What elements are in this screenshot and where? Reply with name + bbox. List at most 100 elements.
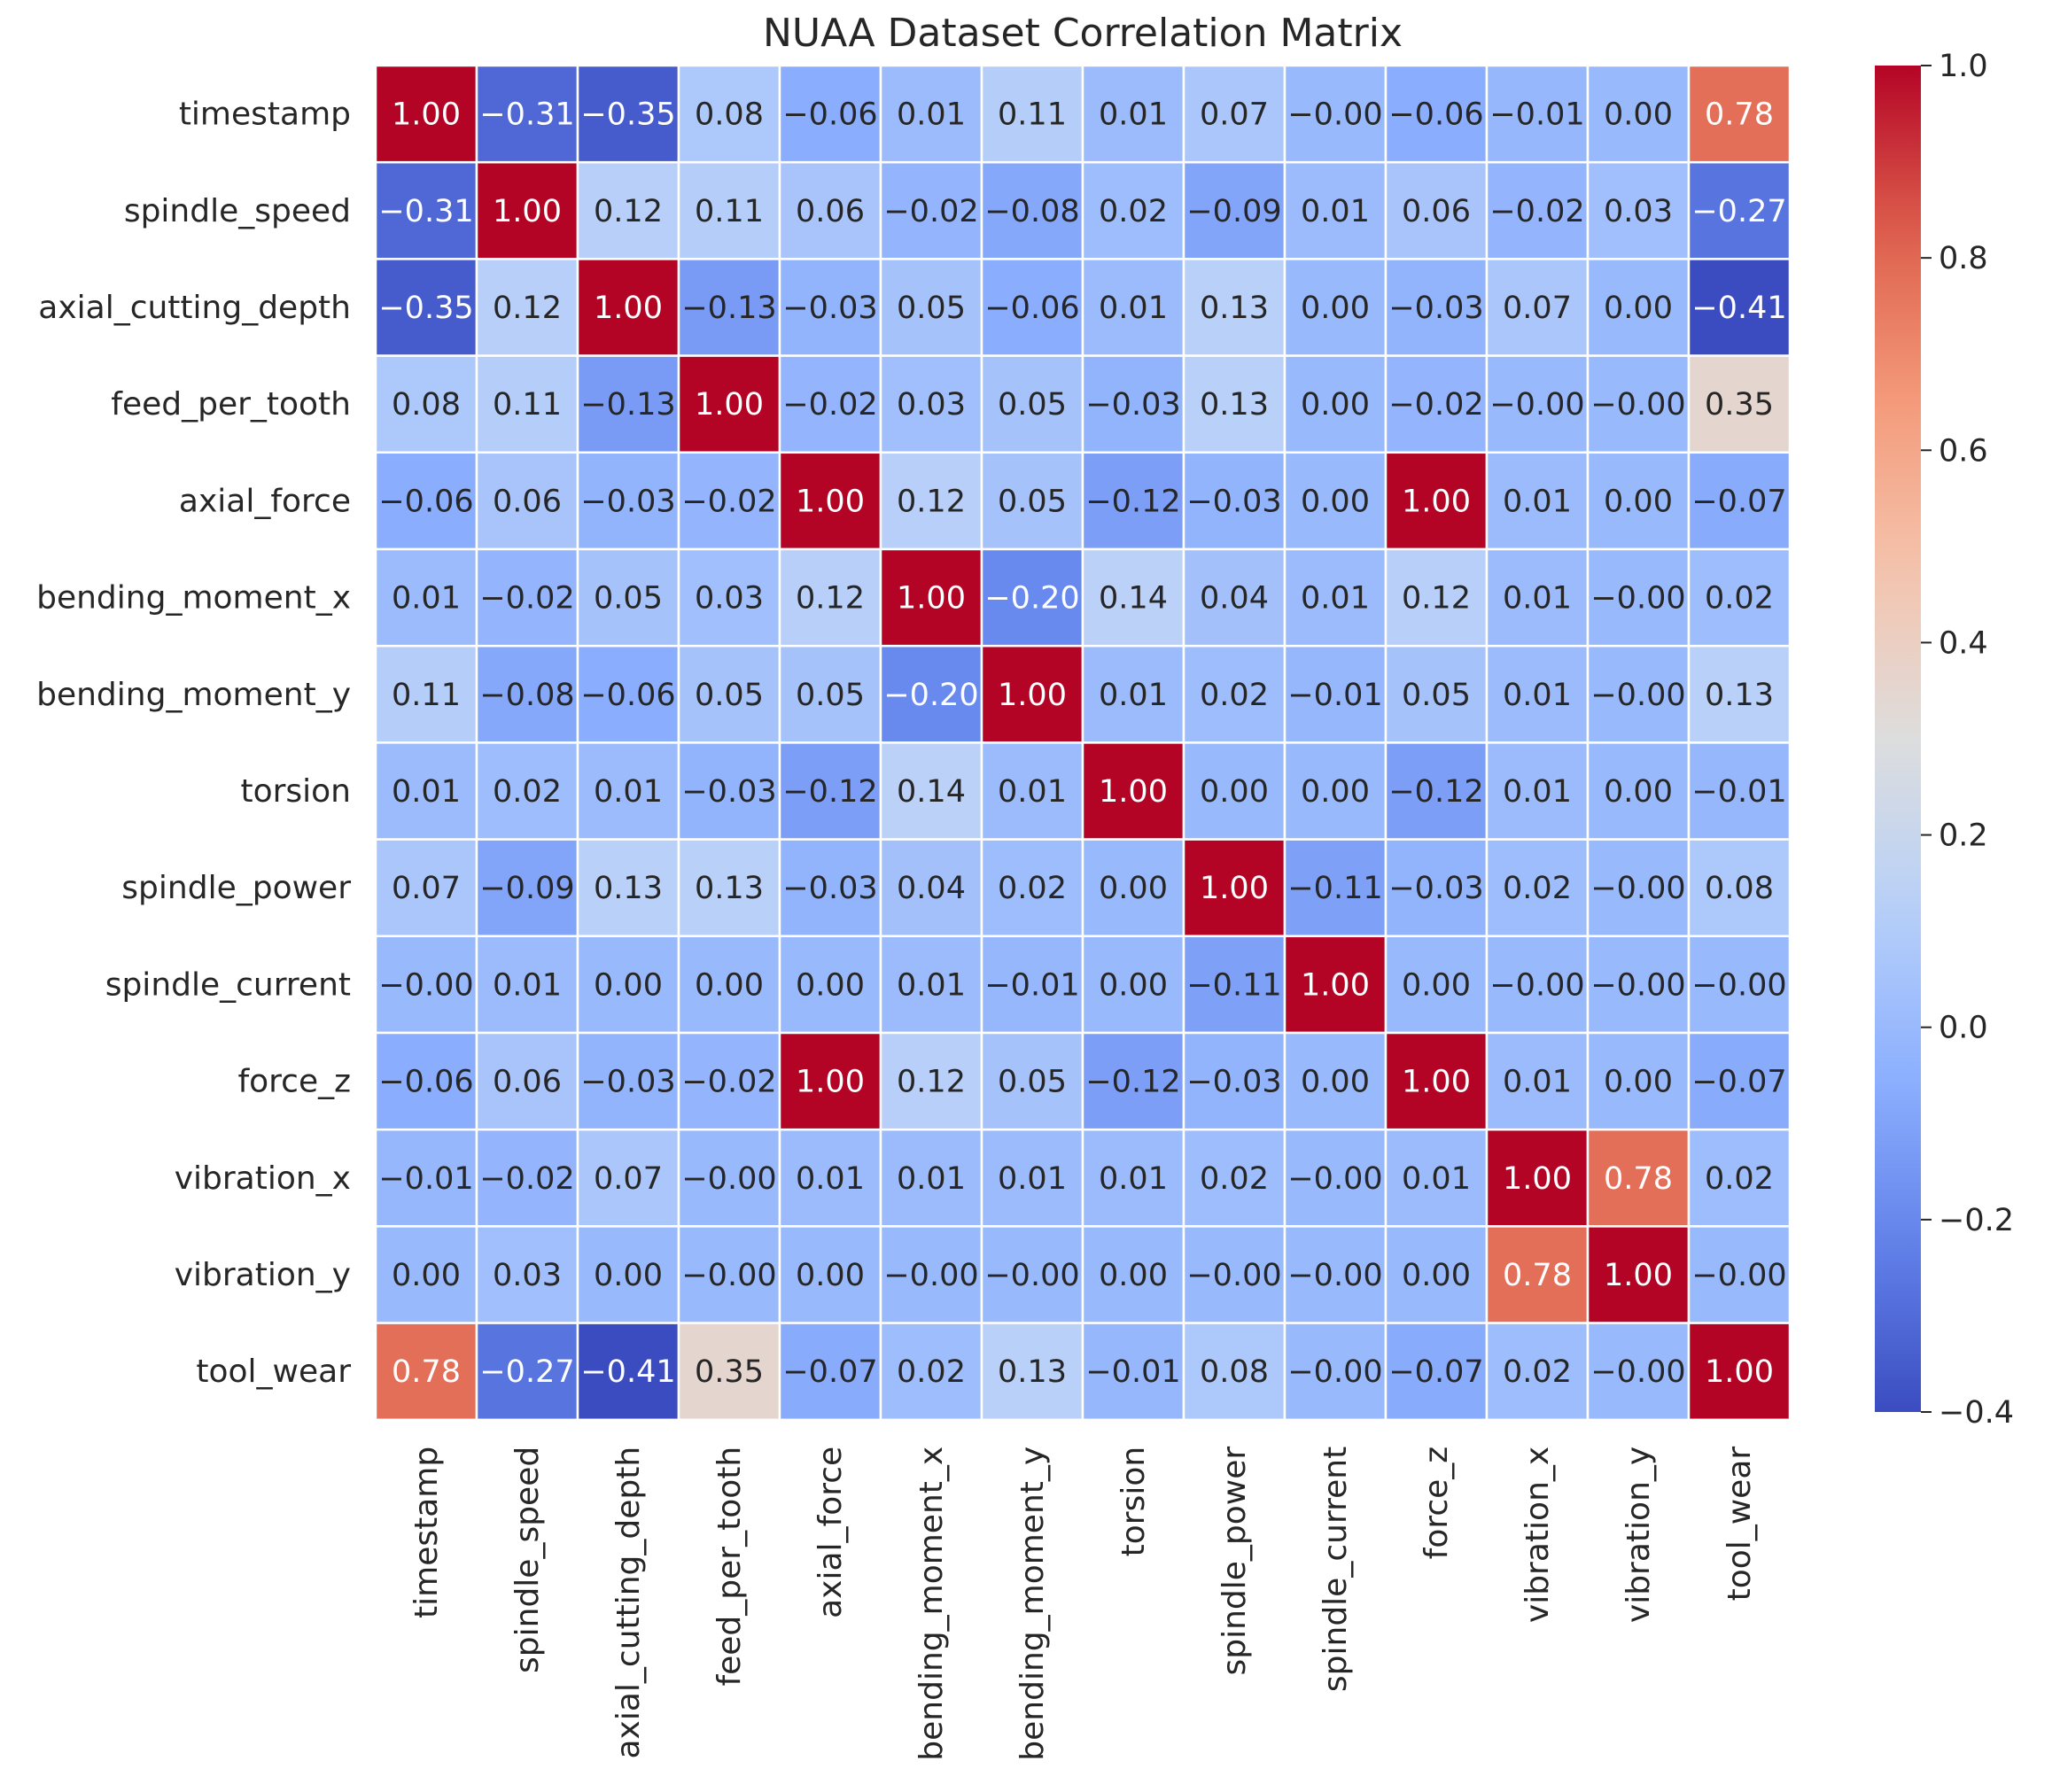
cell-value-label: 0.05 — [1402, 678, 1471, 713]
cell-value-label: 1.00 — [1099, 774, 1168, 810]
cell-value-label: 0.13 — [1200, 387, 1269, 423]
cell-value-label: 0.01 — [1503, 1065, 1572, 1100]
cell-value-label: −0.31 — [378, 194, 473, 229]
cell-value-label: 1.00 — [1705, 1354, 1774, 1390]
cell-value-label: 0.01 — [1503, 774, 1572, 810]
cell-value-label: −0.00 — [883, 1258, 978, 1293]
heatmap-cell — [1384, 547, 1489, 648]
cell-value-label: −0.03 — [580, 1065, 675, 1100]
col-label: bending_moment_y — [1014, 1447, 1051, 1761]
cell-value-label: −0.02 — [479, 581, 574, 617]
cell-value-label: 0.01 — [1099, 1161, 1168, 1197]
heatmap-cell — [374, 1128, 478, 1228]
heatmap-cell — [677, 354, 781, 454]
cell-value-label: 0.02 — [1200, 678, 1269, 713]
heatmap-cell — [475, 1128, 579, 1228]
cell-value-label: −0.00 — [1691, 1258, 1786, 1293]
cell-value-label: −0.00 — [1590, 387, 1685, 423]
cell-value-label: −0.00 — [1489, 387, 1584, 423]
cell-value-label: 1.00 — [1604, 1258, 1673, 1293]
heatmap-cell — [1081, 1128, 1185, 1228]
heatmap-cell — [980, 644, 1084, 744]
cell-value-label: 0.01 — [897, 1161, 966, 1197]
heatmap-cell — [1081, 451, 1185, 551]
heatmap-cell — [1283, 1031, 1388, 1131]
colorbar-ticks: −0.4 −0.2 0.0 0.2 0.4 0.6 0.8 1.0 — [1921, 49, 2014, 1431]
heatmap-cell — [1687, 354, 1792, 454]
cell-value-label: 0.13 — [594, 871, 663, 906]
cell-value-label: 0.08 — [392, 387, 461, 423]
colorbar-tick-label: 0.2 — [1939, 818, 1988, 854]
heatmap-cell — [677, 160, 781, 260]
cell-value-label: 0.13 — [998, 1354, 1067, 1390]
heatmap-cell — [778, 741, 882, 841]
cell-value-label: 0.01 — [1301, 581, 1370, 617]
cell-value-label: −0.07 — [1691, 484, 1786, 519]
heatmap-cell — [1283, 741, 1388, 841]
row-label: force_z — [237, 1064, 351, 1100]
heatmap-cell — [576, 354, 680, 454]
heatmap-cell — [374, 741, 478, 841]
heatmap-cell — [1081, 1322, 1185, 1422]
cell-value-label: 1.00 — [1503, 1161, 1572, 1197]
heatmap-cell — [1687, 644, 1792, 744]
cell-value-label: 0.00 — [1301, 484, 1370, 519]
heatmap-cell — [1687, 1225, 1792, 1324]
cell-value-label: −0.01 — [1691, 774, 1786, 810]
cell-value-label: −0.02 — [883, 194, 978, 229]
cell-value-label: −0.06 — [378, 1065, 473, 1100]
heatmap-cell — [1283, 451, 1388, 551]
heatmap-cell — [1586, 354, 1691, 454]
cell-value-label: −0.00 — [1287, 1354, 1382, 1390]
heatmap-cell — [576, 1128, 680, 1228]
cell-value-label: 0.35 — [1705, 387, 1774, 423]
cell-value-label: 0.00 — [1604, 97, 1673, 133]
cell-value-label: 0.00 — [594, 967, 663, 1003]
heatmap-cell — [576, 838, 680, 938]
row-label: bending_moment_x — [36, 580, 351, 617]
row-label: vibration_x — [175, 1160, 351, 1197]
cell-value-label: 0.05 — [998, 387, 1067, 423]
cell-value-label: −0.41 — [1691, 291, 1786, 326]
cell-value-label: 0.01 — [897, 97, 966, 133]
heatmap-cell — [475, 160, 579, 260]
heatmap-cell — [576, 160, 680, 260]
heatmap-cell — [677, 644, 781, 744]
cell-value-label: 0.00 — [1604, 484, 1673, 519]
heatmap-cell — [1182, 935, 1287, 1035]
cell-value-label: 0.00 — [1301, 1065, 1370, 1100]
cell-value-label: −0.03 — [681, 774, 776, 810]
heatmap-cell — [475, 547, 579, 648]
cell-value-label: 0.00 — [1099, 967, 1168, 1003]
cell-value-label: 0.12 — [796, 581, 865, 617]
cell-value-label: 0.00 — [1402, 967, 1471, 1003]
heatmap-cell — [980, 1128, 1084, 1228]
cell-value-label: −0.00 — [681, 1258, 776, 1293]
heatmap-cell — [1081, 64, 1185, 164]
cell-value-label: 0.00 — [1402, 1258, 1471, 1293]
cell-value-label: 0.01 — [1402, 1161, 1471, 1197]
heatmap-cell — [1586, 644, 1691, 744]
heatmap-cell — [1485, 1322, 1590, 1422]
cell-value-label: 0.08 — [1200, 1354, 1269, 1390]
heatmap-cell — [576, 1031, 680, 1131]
heatmap-cell — [374, 64, 478, 164]
heatmap-cell — [879, 838, 983, 938]
heatmap-cell — [1384, 258, 1489, 357]
cell-value-label: 0.06 — [796, 194, 865, 229]
cell-value-label: 0.03 — [695, 581, 764, 617]
row-label: spindle_current — [105, 966, 351, 1003]
cell-value-label: 0.00 — [1200, 774, 1269, 810]
cell-value-label: 0.14 — [1099, 581, 1168, 617]
cell-value-label: 0.13 — [695, 871, 764, 906]
heatmap-cell — [778, 1322, 882, 1422]
cell-value-label: −0.12 — [1388, 774, 1483, 810]
cell-value-label: 1.00 — [998, 678, 1067, 713]
cell-value-label: 0.00 — [695, 967, 764, 1003]
cell-value-label: 0.00 — [796, 967, 865, 1003]
cell-value-label: 0.03 — [897, 387, 966, 423]
cell-value-label: −0.09 — [479, 871, 574, 906]
cell-value-label: −0.00 — [1287, 1258, 1382, 1293]
heatmap-cell — [1485, 838, 1590, 938]
cell-value-label: −0.07 — [1691, 1065, 1786, 1100]
